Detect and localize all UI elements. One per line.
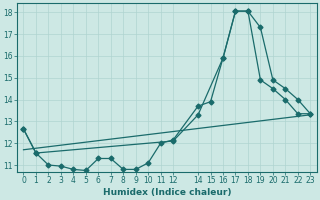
X-axis label: Humidex (Indice chaleur): Humidex (Indice chaleur) — [103, 188, 231, 197]
